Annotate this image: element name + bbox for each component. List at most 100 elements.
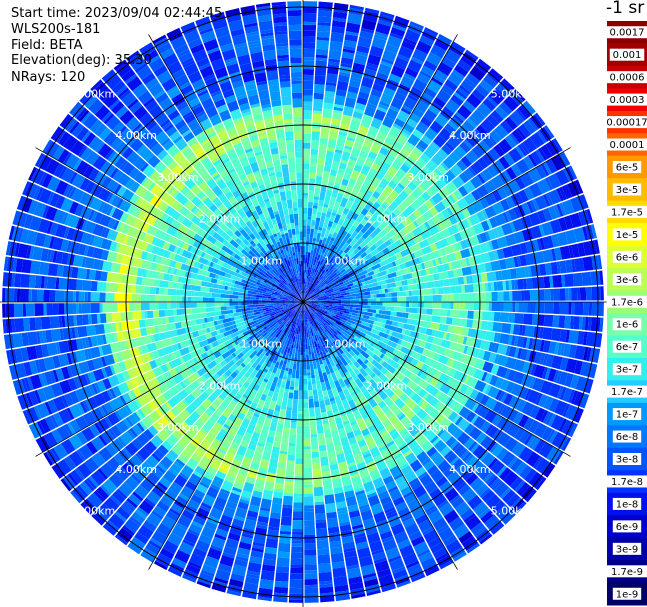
range-gate-cell [252,299,259,302]
range-gate-cell [202,323,207,329]
range-gate-cell [247,381,256,392]
range-gate-cell [288,344,292,348]
range-gate-cell [558,217,568,232]
range-gate-cell [421,191,431,202]
ray [303,302,396,593]
range-gate-cell [476,234,483,244]
range-gate-cell [535,477,547,491]
range-gate-cell [514,461,528,476]
range-gate-cell [303,60,315,70]
range-gate-cell [321,319,325,323]
range-gate-cell [482,350,492,362]
range-gate-cell [484,384,492,395]
range-gate-cell [402,312,409,319]
range-gate-cell [230,331,240,339]
range-gate-cell [407,498,421,512]
range-gate-cell [155,263,164,272]
range-gate-cell [265,292,272,296]
range-gate-cell [311,351,316,361]
ray [303,302,572,452]
range-gate-cell [339,521,351,527]
ray [242,302,303,600]
range-gate-cell [323,346,329,354]
range-gate-cell [303,358,307,361]
range-gate-cell [322,479,333,490]
range-gate-cell [239,315,244,319]
range-gate-cell [179,283,184,290]
range-gate-cell [265,337,270,342]
range-gate-cell [238,339,249,348]
range-gate-cell [293,360,297,364]
range-gate-cell [161,515,177,530]
range-gate-cell [379,260,387,267]
range-gate-cell [102,282,107,292]
range-gate-cell [320,303,330,306]
range-gate-cell [46,303,53,316]
range-gate-cell [312,389,318,396]
range-gate-cell [565,229,577,245]
range-gate-cell [367,255,377,264]
range-gate-cell [388,486,399,493]
range-gate-cell [368,316,378,322]
range-gate-cell [274,432,283,442]
range-gate-cell [182,539,195,548]
range-gate-cell [415,257,421,264]
range-gate-cell [144,277,155,287]
range-gate-cell [454,64,469,77]
range-gate-cell [198,354,204,361]
range-gate-cell [305,293,307,297]
range-gate-cell [320,215,326,223]
range-gate-cell [340,470,349,475]
range-gate-cell [429,343,438,353]
range-gate-cell [288,392,294,399]
range-gate-cell [149,286,157,295]
range-gate-cell [395,269,406,277]
range-gate-cell [140,404,153,417]
range-gate-cell [429,198,437,206]
range-gate-cell [248,504,260,513]
range-gate-cell [316,340,319,344]
ray [17,302,303,410]
range-gate-cell [376,302,383,306]
range-gate-cell [376,293,386,298]
range-gate-cell [392,407,402,417]
range-gate-cell [329,40,343,52]
range-gate-cell [43,289,50,302]
range-gate-cell [495,271,500,281]
range-gate-cell [241,456,252,468]
range-gate-cell [334,584,349,593]
range-gate-cell [553,204,561,218]
range-gate-cell [383,173,393,183]
range-gate-cell [437,500,449,510]
range-gate-cell [329,265,335,272]
range-gate-cell [513,411,524,425]
ray [211,302,303,593]
range-gate-cell [314,315,321,323]
range-gate-cell [206,468,216,476]
range-gate-cell [535,457,551,475]
range-gate-cell [83,349,90,360]
range-gate-cell [99,503,114,517]
range-gate-cell [191,452,202,463]
range-gate-cell [399,237,405,244]
range-gate-cell [327,389,334,399]
range-gate-cell [269,384,276,392]
range-gate-cell [309,321,312,325]
range-gate-cell [311,305,317,308]
range-gate-cell [345,199,354,210]
range-gate-cell [40,248,49,262]
range-gate-cell [312,271,316,278]
range-gate-cell [305,284,307,288]
range-gate-cell [435,345,447,356]
range-gate-cell [179,340,191,349]
range-gate-cell [350,381,358,389]
range-gate-cell [579,287,587,301]
range-gate-cell [521,202,532,216]
range-gate-cell [291,348,296,358]
range-gate-cell [206,486,219,499]
range-gate-cell [268,316,272,320]
range-gate-cell [189,523,203,534]
range-gate-cell [375,275,386,282]
range-gate-cell [345,555,359,567]
range-gate-cell [336,281,340,285]
